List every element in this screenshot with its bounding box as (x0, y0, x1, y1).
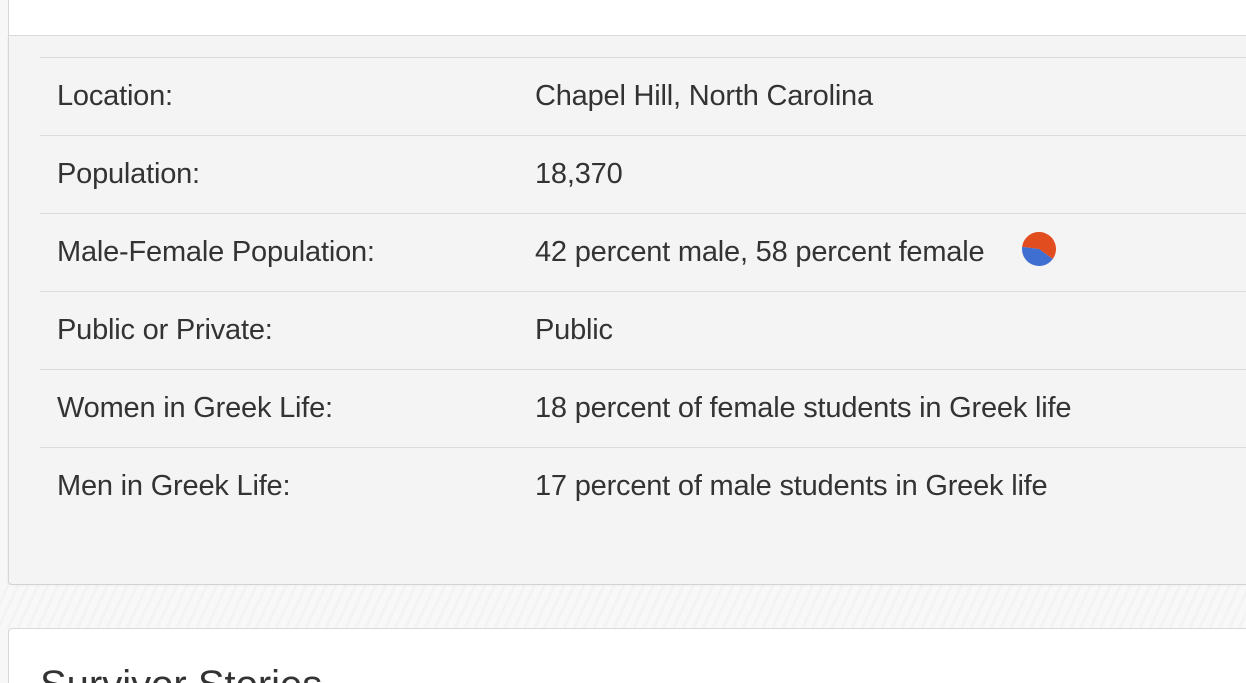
male-female-value-wrap: 42 percent male, 58 percent female (535, 231, 1057, 271)
public-private-value: Public (535, 314, 613, 346)
location-value: Chapel Hill, North Carolina (535, 80, 873, 112)
male-female-cell: 42 percent male, 58 percent female (535, 214, 1246, 292)
population-label: Population: (57, 158, 200, 190)
table-row-public-private: Public or Private: Public (40, 291, 1246, 370)
previous-panel (8, 0, 1246, 36)
women-greek-label: Women in Greek Life: (57, 392, 333, 424)
table-row-women-greek: Women in Greek Life: 18 percent of femal… (40, 369, 1246, 448)
location-label: Location: (57, 80, 173, 112)
women-greek-value: 18 percent of female students in Greek l… (535, 392, 1072, 424)
background-pattern (0, 585, 1246, 629)
men-greek-value: 17 percent of male students in Greek lif… (535, 470, 1048, 503)
table-row-population: Population: 18,370 (40, 135, 1246, 214)
table-row-location: Location: Chapel Hill, North Carolina (40, 57, 1246, 136)
table-row-male-female: Male-Female Population: 42 percent male,… (40, 213, 1246, 292)
school-stats-panel: Location: Chapel Hill, North Carolina Po… (8, 36, 1246, 585)
survivor-stories-panel: Survivor Stories (8, 628, 1246, 683)
table-row-men-greek: Men in Greek Life: 17 percent of male st… (40, 447, 1246, 526)
survivor-stories-title: Survivor Stories (40, 663, 322, 683)
male-female-value: 42 percent male, 58 percent female (535, 236, 985, 268)
male-female-label: Male-Female Population: (57, 236, 375, 268)
pie-male-slice (1022, 246, 1054, 266)
public-private-label: Public or Private: (57, 314, 273, 346)
pie-female-slice (1022, 231, 1057, 259)
gender-pie-icon (1022, 231, 1057, 266)
men-greek-label: Men in Greek Life: (57, 470, 291, 503)
population-value: 18,370 (535, 158, 623, 190)
school-stats-table: Location: Chapel Hill, North Carolina Po… (40, 57, 1246, 526)
